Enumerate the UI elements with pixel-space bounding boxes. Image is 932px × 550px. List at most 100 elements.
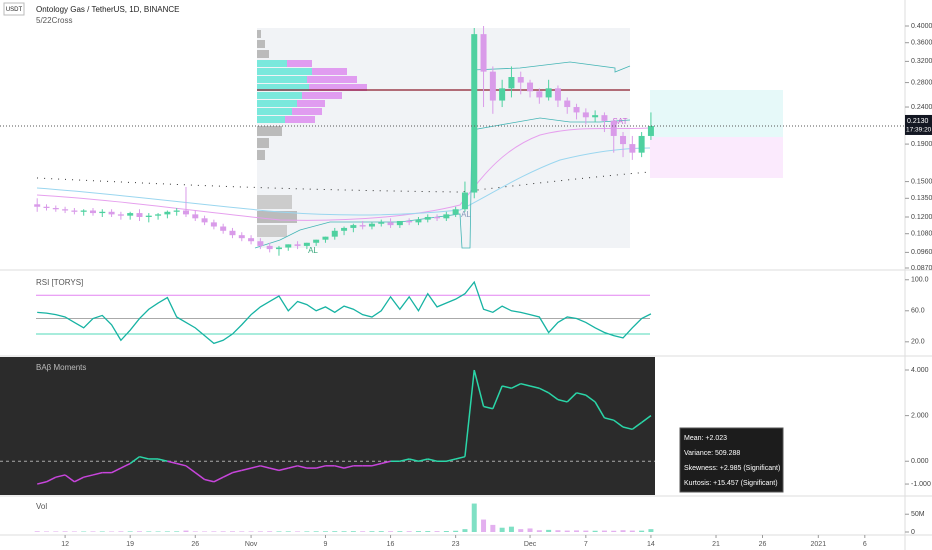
moment-segment: [194, 472, 206, 481]
volume-bar: [378, 531, 384, 532]
candle-body: [257, 241, 264, 246]
y-tick-label: 0.3600: [911, 40, 932, 47]
volume-bar: [248, 531, 254, 532]
volume-bar: [620, 530, 626, 532]
volume-bar: [629, 530, 635, 532]
y-tick-label: 0.1500: [911, 178, 932, 185]
moment-segment: [492, 385, 503, 410]
profile-bar: [257, 225, 287, 237]
candle-body: [517, 77, 524, 83]
candle-body: [173, 210, 180, 212]
candle-body: [424, 216, 431, 220]
candle-body: [564, 100, 571, 108]
candle-body: [443, 214, 450, 219]
volume-bar: [174, 531, 180, 532]
candle-body: [480, 34, 487, 72]
volume-bar: [90, 531, 96, 532]
pane-title: RSI [TORYS]: [36, 278, 83, 287]
volume-bar: [583, 530, 589, 532]
moment-segment: [594, 401, 606, 419]
volume-bar: [81, 531, 87, 533]
y-tick-label: 0.000: [911, 458, 929, 465]
moving-average: [36, 127, 651, 221]
candle-body: [396, 221, 403, 226]
candle-body: [378, 222, 385, 224]
candle-body: [248, 238, 255, 242]
profile-bar: [307, 76, 357, 83]
moment-segment: [74, 476, 85, 483]
candle-body: [341, 227, 348, 231]
y-tick-label: 0.2800: [911, 79, 932, 86]
moment-segment: [622, 426, 633, 431]
profile-bar: [285, 116, 315, 123]
volume-bar: [304, 531, 310, 532]
volume-bar: [388, 531, 394, 532]
last-price-badge: [905, 114, 932, 135]
y-tick-label: 100.0: [911, 277, 929, 284]
currency-badge: [3, 2, 25, 16]
candle-body: [638, 135, 645, 153]
moment-segment: [232, 469, 242, 474]
moment-segment: [83, 474, 94, 478]
candle-body: [136, 213, 143, 217]
volume-bar: [313, 531, 319, 532]
moment-segment: [455, 455, 466, 460]
profile-bar: [309, 84, 367, 91]
moment-segment: [501, 385, 512, 389]
y-tick-label: 20.0: [911, 339, 925, 346]
last-price-label: 0.2130: [907, 118, 929, 125]
profile-bar: [257, 126, 282, 136]
moment-segment: [297, 465, 308, 469]
moment-segment: [157, 458, 168, 462]
moment-segment: [464, 369, 475, 457]
candle-body: [192, 214, 199, 219]
candle-body: [34, 204, 41, 207]
volume-bar: [546, 529, 552, 532]
moment-segment: [548, 392, 559, 401]
profile-bar: [257, 40, 265, 48]
moment-segment: [120, 462, 131, 469]
moment-segment: [641, 415, 652, 424]
candle-body: [610, 120, 617, 136]
chart-subtitle: 5/22Cross: [36, 16, 72, 25]
volume-bar: [71, 531, 77, 532]
stat-line: Kurtosis: +15.457 (Significant): [684, 480, 778, 487]
candle-body: [220, 226, 227, 231]
candle-body: [471, 34, 478, 193]
moment-segment: [511, 383, 522, 389]
moment-segment: [631, 421, 643, 430]
candle-body: [210, 222, 217, 227]
candle-body: [508, 77, 515, 89]
volume-bar: [518, 529, 524, 532]
moment-segment: [427, 458, 438, 462]
moment-segment: [408, 458, 419, 462]
volume-bar: [648, 529, 654, 532]
volume-bar: [155, 531, 161, 532]
candle-body: [127, 213, 134, 216]
candle-body: [80, 210, 87, 212]
volume-bar: [118, 531, 124, 532]
moment-segment: [213, 476, 224, 483]
volume-bar: [62, 531, 68, 532]
moment-segment: [129, 456, 140, 465]
y-tick-label: 0.1200: [911, 214, 932, 221]
candle-body: [368, 223, 375, 227]
volume-bar: [127, 531, 133, 532]
x-tick-label: 9: [324, 541, 328, 548]
y-tick-label: 0.1350: [911, 195, 932, 202]
moment-segment: [520, 382, 531, 387]
volume-bar: [611, 530, 617, 532]
volume-bar: [229, 531, 235, 532]
moment-segment: [250, 465, 261, 469]
candle-body: [155, 214, 162, 216]
volume-bar: [136, 531, 142, 532]
candle-body: [238, 235, 245, 239]
volume-bar: [434, 531, 440, 532]
profile-bar: [287, 60, 312, 67]
moving-average: [36, 147, 651, 216]
volume-bar: [415, 531, 421, 532]
candle-body: [452, 209, 459, 215]
volume-bar: [425, 531, 431, 532]
y-tick-label: 0.0870: [911, 265, 932, 272]
profile-bar: [297, 100, 325, 107]
